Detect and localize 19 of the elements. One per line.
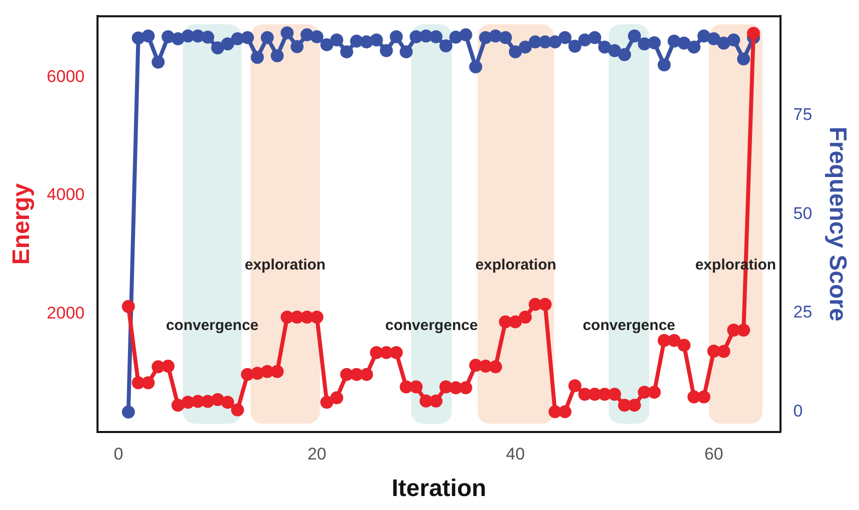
y2-tick-label: 50 [793,204,812,223]
y-tick-label: 4000 [46,185,85,204]
x-tick-label: 40 [506,444,525,464]
x-tick-label: 20 [307,444,326,464]
y-tick-label: 2000 [46,303,85,322]
band-label: convergence [582,316,676,334]
band-label: exploration [475,256,556,274]
y2-tick-label: 25 [793,302,812,322]
y2-tick-label: 0 [793,402,803,421]
x-tick-label: 0 [114,444,124,464]
band-label: exploration [244,256,326,274]
x-axis-title: Iteration [392,475,486,502]
y-axis-title: Energy [8,182,36,265]
y2-tick-label: 75 [793,104,812,124]
x-tick-label: 60 [704,444,724,464]
y2-axis-title: Frequency Score [824,126,851,322]
band-label: convergence [385,316,478,334]
band-label: convergence [166,316,258,334]
y-tick-label: 6000 [46,66,85,86]
